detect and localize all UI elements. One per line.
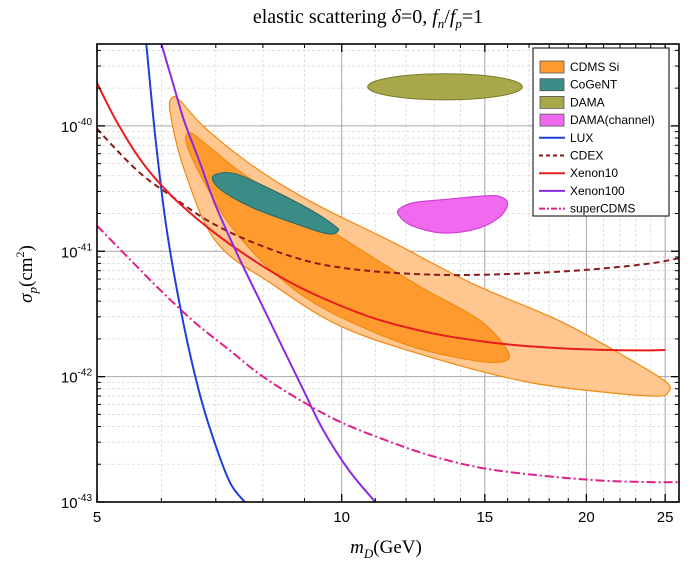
x-tick-label: 25 xyxy=(657,509,674,526)
series-line-cdex xyxy=(97,128,679,277)
chart-title: elastic scattering δ=0, fn/fp=1 xyxy=(253,6,483,31)
y-axis-label: σp(cm2) xyxy=(13,245,40,303)
series-line-xenon10 xyxy=(97,82,666,352)
y-tick-label: 10-42 xyxy=(61,368,93,387)
region-cdms-si-outer xyxy=(168,95,671,397)
series-line-xenon100 xyxy=(160,44,377,502)
legend-label: CDMS Si xyxy=(570,60,619,74)
x-axis-label: mD(GeV) xyxy=(350,537,422,561)
series-line-supercdms xyxy=(97,224,679,484)
plot-frame xyxy=(96,43,680,503)
legend-label: CDEX xyxy=(570,149,603,163)
series-line-lux xyxy=(145,44,246,502)
legend-label: DAMA(channel) xyxy=(570,113,655,127)
legend-label: superCDMS xyxy=(570,202,635,216)
y-tick-label: 10-41 xyxy=(61,242,93,261)
legend-label: DAMA xyxy=(570,95,605,109)
legend-box xyxy=(532,47,670,217)
region-dama xyxy=(367,73,523,101)
legend-label: LUX xyxy=(570,131,593,145)
legend-label: Xenon10 xyxy=(570,166,618,180)
legend-swatch-dama-channel xyxy=(539,113,565,127)
region-dama-channel xyxy=(396,194,509,234)
legend-swatch-cdms-si xyxy=(539,60,565,74)
legend-label: Xenon100 xyxy=(570,184,625,198)
x-tick-label: 20 xyxy=(578,509,595,526)
legend-swatch-cogent xyxy=(539,78,565,92)
legend-label: CoGeNT xyxy=(570,78,618,92)
y-tick-label: 10-43 xyxy=(61,493,93,512)
x-tick-label: 15 xyxy=(476,509,493,526)
legend-swatch-dama xyxy=(539,96,565,109)
region-cogent xyxy=(211,171,340,235)
y-tick-label: 10-40 xyxy=(61,117,93,136)
legend: CDMS Si CoGeNT DAMA DAMA(channel) LUX CDEX Xen… xyxy=(532,47,670,217)
x-tick-label: 10 xyxy=(333,509,350,526)
x-tick-label: 5 xyxy=(93,509,101,526)
